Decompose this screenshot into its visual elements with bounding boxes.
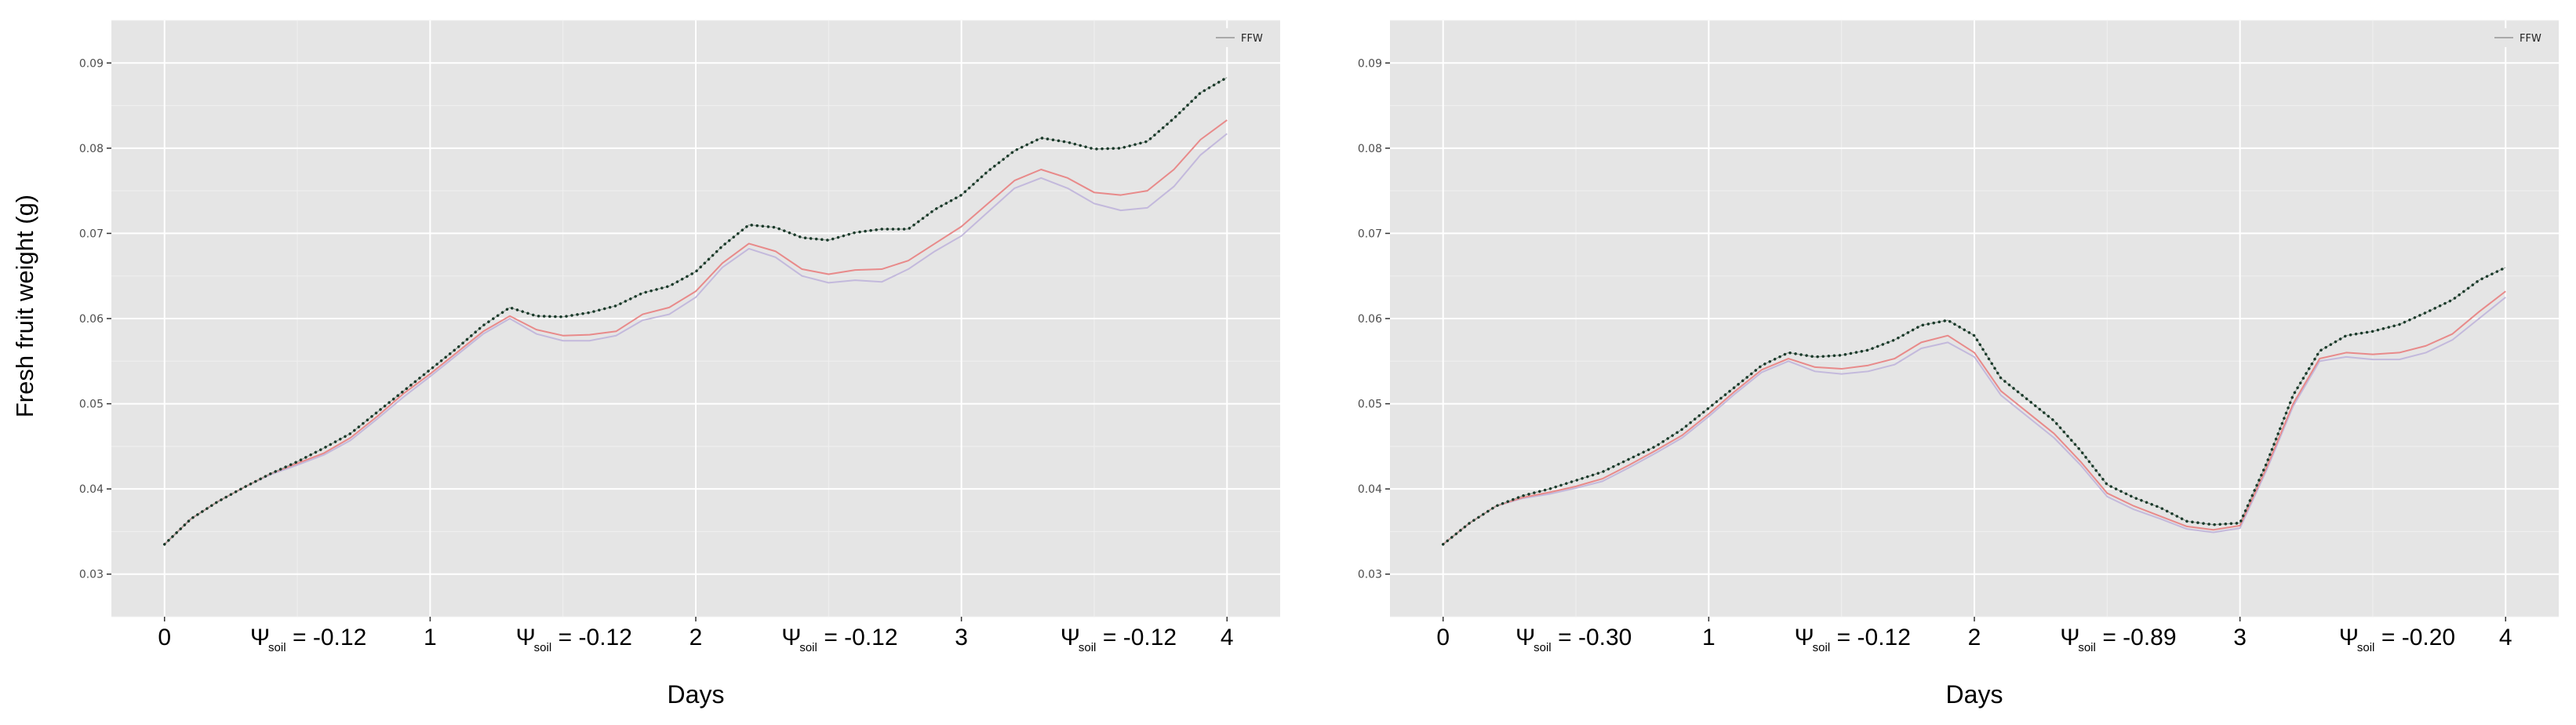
y-tick-label: 0.04	[79, 483, 104, 496]
y-tick-label: 0.06	[79, 313, 104, 326]
psi-symbol: Ψ	[516, 625, 536, 650]
psi-symbol: Ψ	[250, 625, 270, 650]
psi-value: = -0.12	[293, 625, 366, 650]
y-tick-label: 0.08	[1358, 143, 1382, 155]
psi-subscript: soil	[1813, 641, 1831, 654]
x-tick-label: 2	[1968, 625, 1981, 650]
x-axis-title: Days	[1946, 680, 2003, 709]
x-tick-label: 1	[424, 625, 437, 650]
y-tick-label: 0.04	[1358, 483, 1382, 496]
psi-value: = -0.30	[1558, 625, 1632, 650]
x-tick-label: 4	[1221, 625, 1234, 650]
x-tick-label: 0	[1436, 625, 1450, 650]
series-line-0	[162, 75, 1229, 546]
y-tick-label: 0.03	[79, 569, 104, 581]
psi-symbol: Ψ	[781, 625, 801, 650]
psi-value: = -0.12	[558, 625, 632, 650]
psi-subscript: soil	[534, 641, 552, 654]
x-tick-label: 2	[689, 625, 703, 650]
x-tick-label: 4	[2499, 625, 2512, 650]
x-tick-label: 3	[2233, 625, 2247, 650]
series-line-2	[164, 133, 1228, 545]
y-tick-label: 0.07	[79, 228, 104, 240]
psi-value: = -0.20	[2381, 625, 2455, 650]
psi-symbol: Ψ	[2339, 625, 2359, 650]
x-tick-label: 0	[158, 625, 171, 650]
legend: FFW	[2488, 28, 2552, 47]
psi-symbol: Ψ	[1061, 625, 1080, 650]
psi-subscript: soil	[1079, 641, 1097, 654]
y-tick-label: 0.08	[79, 143, 104, 155]
series-line-0	[1441, 266, 2508, 546]
psi-subscript: soil	[2078, 641, 2096, 654]
x-tick-label: 3	[955, 625, 968, 650]
psi-symbol: Ψ	[2060, 625, 2079, 650]
psi-symbol: Ψ	[1515, 625, 1535, 650]
psi-subscript: soil	[799, 641, 817, 654]
y-tick-label: 0.06	[1358, 313, 1382, 326]
legend-label: FFW	[2520, 33, 2541, 45]
y-tick-label: 0.05	[1358, 399, 1382, 411]
series-line-1	[164, 119, 1228, 545]
psi-value: = -0.89	[2102, 625, 2176, 650]
psi-value: = -0.12	[1103, 625, 1177, 650]
series-line-1	[1443, 290, 2506, 545]
psi-subscript: soil	[2357, 641, 2375, 654]
psi-value: = -0.12	[824, 625, 897, 650]
psi-symbol: Ψ	[1795, 625, 1814, 650]
legend: FFW	[1210, 28, 1274, 47]
y-tick-label: 0.09	[79, 57, 104, 70]
psi-subscript: soil	[268, 641, 286, 654]
y-tick-label: 0.09	[1358, 57, 1382, 70]
y-tick-label: 0.03	[1358, 569, 1382, 581]
x-tick-label: 1	[1702, 625, 1716, 650]
psi-value: = -0.12	[1837, 625, 1911, 650]
series-line-2	[1443, 297, 2506, 545]
y-axis-title: Fresh fruit weight (g)	[11, 195, 38, 417]
psi-subscript: soil	[1534, 641, 1552, 654]
y-tick-label: 0.05	[79, 399, 104, 411]
legend-label: FFW	[1241, 33, 1263, 45]
x-axis-title: Days	[668, 680, 725, 709]
y-tick-label: 0.07	[1358, 228, 1382, 240]
